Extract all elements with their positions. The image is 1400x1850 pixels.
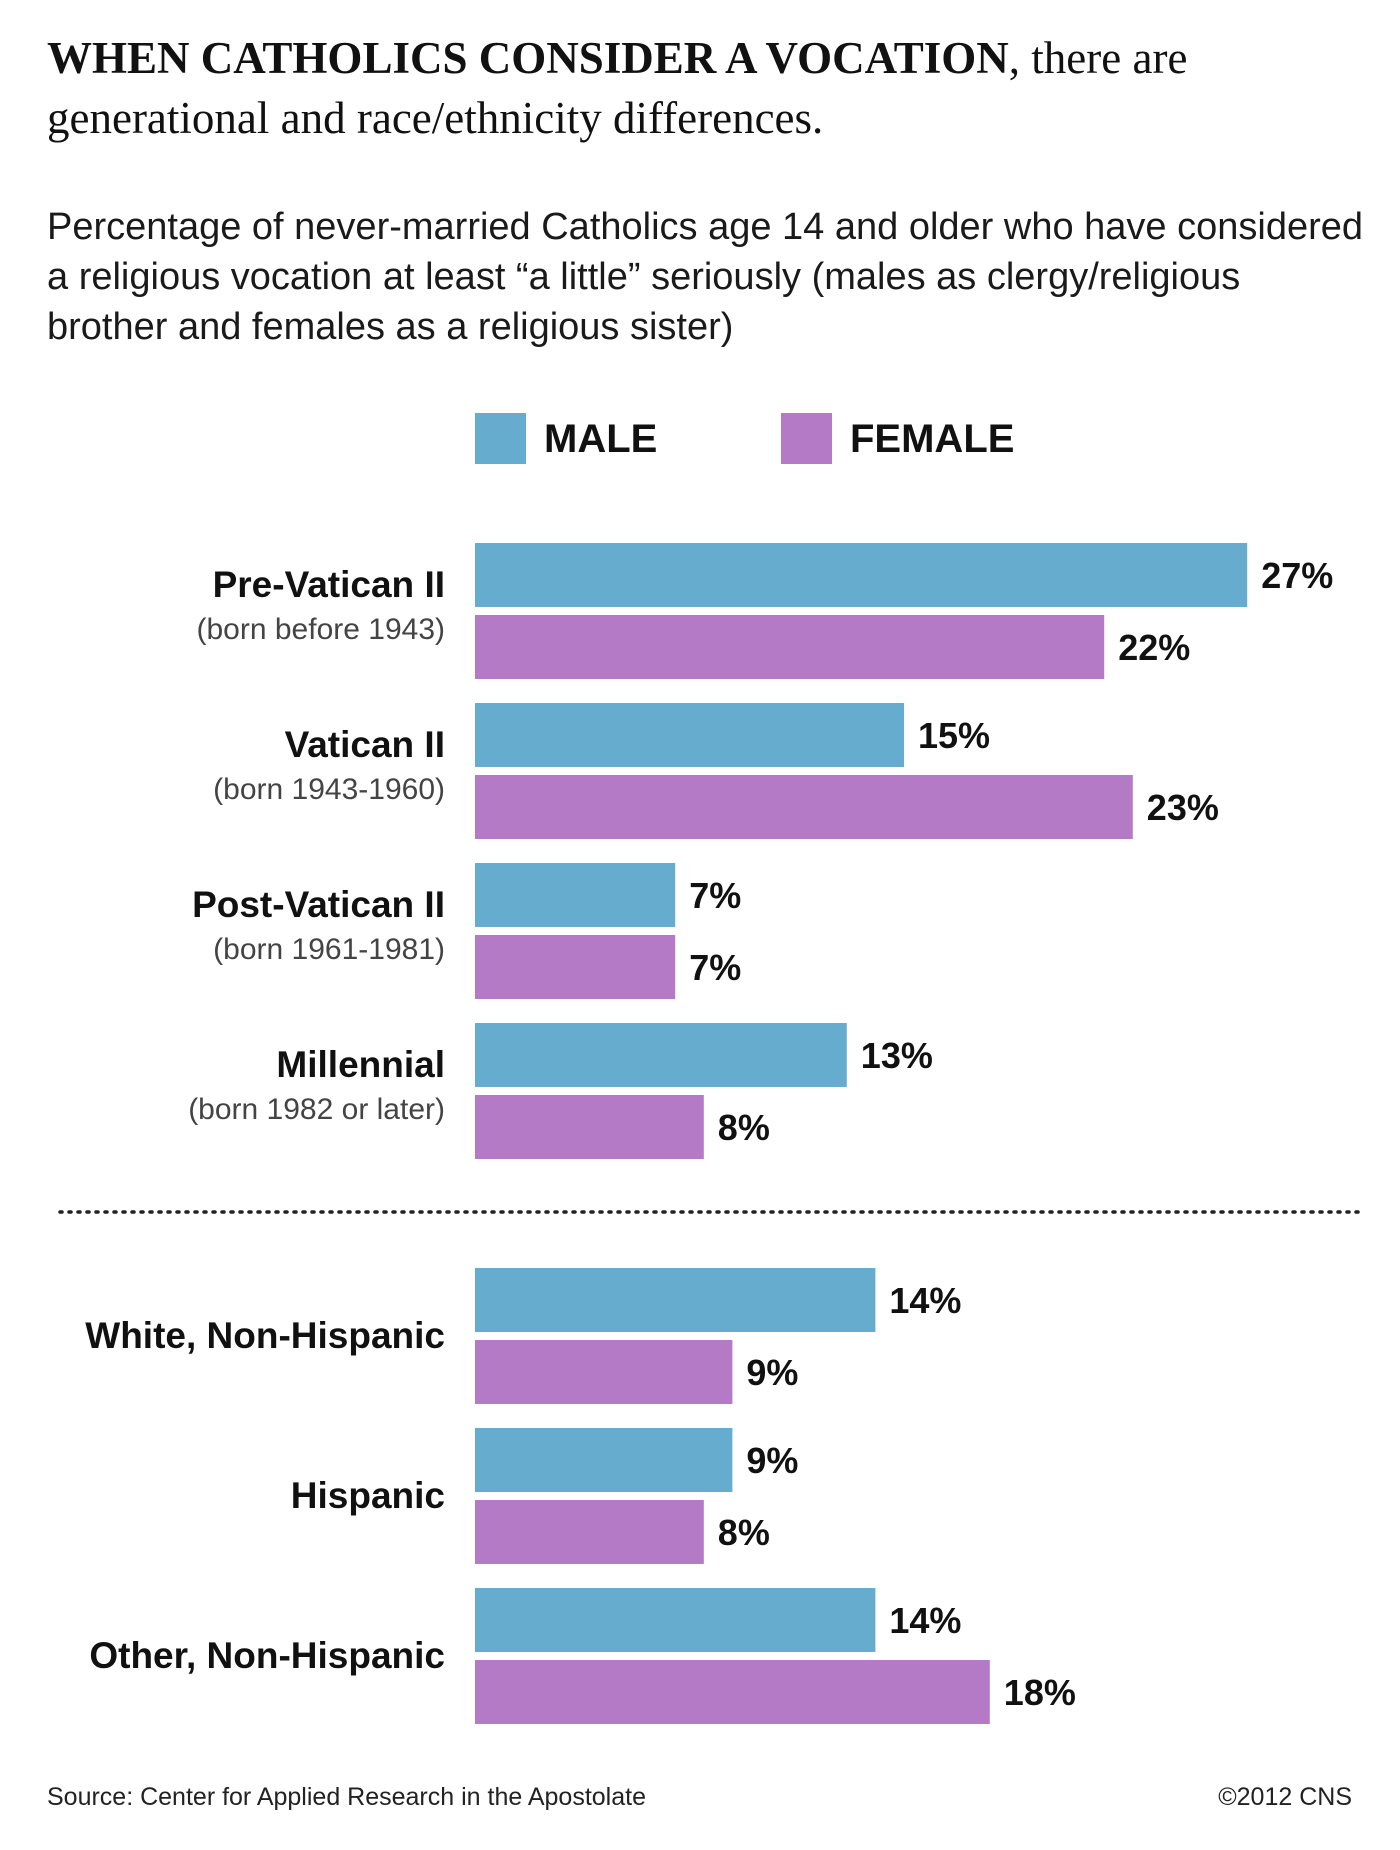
category-sublabel-vatican-ii: (born 1943-1960) <box>213 773 445 806</box>
bar-female-hispanic <box>475 1500 704 1564</box>
bar-male-millennial <box>475 1023 847 1087</box>
value-label-male-millennial: 13% <box>861 1035 933 1076</box>
bar-female-pre-vatican-ii <box>475 615 1105 679</box>
value-label-female-pre-vatican-ii: 22% <box>1118 627 1190 668</box>
value-label-female-millennial: 8% <box>718 1107 770 1148</box>
bar-female-white-non-hispanic <box>475 1340 733 1404</box>
bar-male-hispanic <box>475 1428 733 1492</box>
source-note: Source: Center for Applied Research in t… <box>47 1783 646 1811</box>
category-sublabel-pre-vatican-ii: (born before 1943) <box>197 613 446 646</box>
bar-male-other-non-hispanic <box>475 1588 876 1652</box>
value-label-male-white-non-hispanic: 14% <box>889 1280 961 1321</box>
value-label-female-white-non-hispanic: 9% <box>746 1352 798 1393</box>
category-label-white-non-hispanic: White, Non-Hispanic <box>85 1315 445 1356</box>
bar-female-other-non-hispanic <box>475 1660 990 1724</box>
legend-swatch-male <box>475 413 526 464</box>
value-label-male-hispanic: 9% <box>746 1440 798 1481</box>
category-label-other-non-hispanic: Other, Non-Hispanic <box>89 1635 445 1676</box>
category-sublabel-millennial: (born 1982 or later) <box>188 1093 445 1126</box>
value-label-male-pre-vatican-ii: 27% <box>1261 555 1333 596</box>
category-label-hispanic: Hispanic <box>291 1475 445 1516</box>
value-label-male-other-non-hispanic: 14% <box>889 1600 961 1641</box>
value-label-female-hispanic: 8% <box>718 1512 770 1553</box>
legend-swatch-female <box>781 413 832 464</box>
value-label-male-vatican-ii: 15% <box>918 715 990 756</box>
headline-bold: WHEN CATHOLICS CONSIDER A VOCATION <box>47 33 1009 83</box>
category-label-millennial: Millennial <box>276 1044 445 1085</box>
category-label-pre-vatican-ii: Pre-Vatican II <box>213 564 445 605</box>
bar-male-vatican-ii <box>475 703 904 767</box>
value-label-female-other-non-hispanic: 18% <box>1004 1672 1076 1713</box>
value-label-female-vatican-ii: 23% <box>1147 787 1219 828</box>
headline: WHEN CATHOLICS CONSIDER A VOCATION, ther… <box>47 28 1367 148</box>
bar-male-pre-vatican-ii <box>475 543 1248 607</box>
bar-female-vatican-ii <box>475 775 1133 839</box>
bar-female-millennial <box>475 1095 704 1159</box>
chart-subtitle: Percentage of never-married Catholics ag… <box>47 206 1364 348</box>
category-label-vatican-ii: Vatican II <box>285 724 445 765</box>
value-label-male-post-vatican-ii: 7% <box>689 875 741 916</box>
legend-label-female: FEMALE <box>850 417 1015 461</box>
value-label-female-post-vatican-ii: 7% <box>689 947 741 988</box>
category-label-post-vatican-ii: Post-Vatican II <box>192 884 445 925</box>
category-sublabel-post-vatican-ii: (born 1961-1981) <box>213 933 445 966</box>
legend-label-male: MALE <box>544 417 658 461</box>
bar-male-white-non-hispanic <box>475 1268 876 1332</box>
copyright-credit: ©2012 CNS <box>1218 1783 1352 1811</box>
bar-male-post-vatican-ii <box>475 863 676 927</box>
headline-rest: , there are generational and race/ethnic… <box>47 33 1188 143</box>
bar-female-post-vatican-ii <box>475 935 676 999</box>
